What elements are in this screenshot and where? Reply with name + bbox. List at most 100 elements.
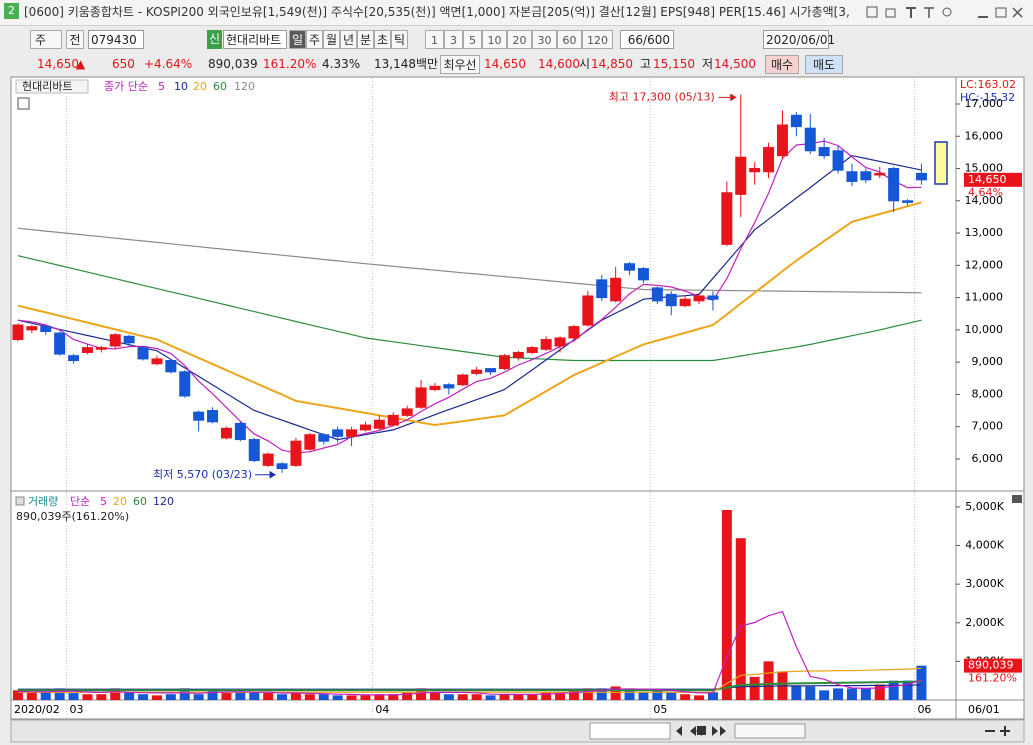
interval-button[interactable]: 20 (507, 30, 532, 49)
candle-body (485, 368, 497, 373)
candle-body (749, 168, 761, 173)
window-buttons[interactable] (866, 5, 1026, 21)
icon[interactable] (924, 7, 934, 18)
legend-entry: 10 (174, 80, 188, 93)
code-input[interactable]: 079430 (88, 30, 144, 49)
open: 14,850 (591, 57, 633, 71)
y-tick-label: 9,000 (972, 355, 1004, 368)
volume-bar (568, 690, 579, 700)
scope-select[interactable]: 전 (66, 30, 84, 49)
scroll-back[interactable] (676, 726, 702, 736)
sell-button[interactable]: 매도 (805, 55, 843, 74)
interval-button[interactable]: 30 (532, 30, 557, 49)
candle-body (387, 414, 399, 426)
maximize[interactable] (995, 7, 1007, 18)
candle-body (443, 384, 455, 389)
candle-body (554, 337, 566, 347)
icon[interactable] (906, 7, 916, 18)
legend-entry: 20 (113, 495, 127, 508)
candle-body (401, 408, 413, 416)
volume-bar (96, 694, 107, 700)
scrollbar[interactable] (10, 719, 1025, 743)
volume-bar (860, 688, 871, 700)
interval-button[interactable]: 120 (582, 30, 613, 49)
grid-icon[interactable] (17, 97, 30, 110)
ma-line (17, 255, 922, 362)
interval-button[interactable]: 60 (557, 30, 582, 49)
interval-button[interactable]: 5 (463, 30, 482, 49)
pane-icon[interactable] (1012, 495, 1022, 503)
period-button[interactable]: 틱 (391, 30, 408, 49)
candle-body (637, 268, 649, 281)
y-tick-label: 11,000 (965, 291, 1004, 304)
candle-body (415, 387, 427, 408)
buy-button[interactable]: 매수 (765, 55, 799, 74)
volume-bar (151, 695, 162, 700)
volume-bar (652, 690, 663, 700)
volume-bar (694, 695, 705, 700)
volume-bar (749, 676, 760, 700)
legend-entry: 20 (193, 80, 207, 93)
candle-body (804, 127, 816, 152)
stop[interactable] (697, 726, 706, 735)
period-button[interactable]: 년 (340, 30, 357, 49)
candle-body (846, 171, 858, 182)
volume-bar (499, 694, 510, 700)
interval-button[interactable]: 10 (482, 30, 507, 49)
scroll-forward[interactable] (712, 726, 726, 736)
candle-body (290, 440, 302, 466)
volume-bar (582, 688, 593, 700)
best-label: 최우선 (440, 55, 480, 74)
stock-name[interactable]: 현대리바트 (223, 30, 287, 49)
period-button[interactable]: 월 (323, 30, 340, 49)
last-volume-ratio: 161.20% (968, 672, 1017, 685)
icon[interactable] (942, 7, 952, 17)
zoom-buttons[interactable] (985, 726, 1010, 736)
volume-bar (443, 694, 454, 700)
date-field[interactable]: 2020/06/01 (763, 30, 835, 49)
volume-bar (805, 686, 816, 700)
period-button[interactable]: 초 (374, 30, 391, 49)
candle-body (318, 434, 330, 442)
candle-body (137, 347, 149, 360)
candle-body (373, 419, 385, 429)
volume-bar (207, 690, 218, 700)
ask: 14,650 (484, 57, 526, 71)
candle-body (262, 453, 274, 466)
volume-bar (763, 661, 774, 700)
candle-body (832, 150, 844, 171)
legend-entry: 60 (213, 80, 227, 93)
close[interactable] (1012, 7, 1023, 18)
volume-bar (596, 688, 607, 700)
volume-bar (846, 688, 857, 700)
candle-body (721, 192, 733, 245)
y-tick-label: 4,000K (965, 539, 1004, 552)
candle-body (902, 200, 914, 203)
interval-button[interactable]: 3 (444, 30, 463, 49)
volume-bar (541, 692, 552, 700)
chart-frame (10, 76, 1025, 720)
candle-body (429, 385, 441, 391)
market-select[interactable]: 주 (30, 30, 62, 49)
candle-body (582, 295, 594, 326)
scroll-field[interactable] (589, 722, 671, 740)
period-button[interactable]: 주 (306, 30, 323, 49)
volume-bar (819, 690, 830, 700)
title-bar: 2 [0600] 키움종합차트 - KOSPI200 외국인보유[1,549(천… (0, 0, 1033, 26)
candle-body (763, 147, 775, 173)
volume-bar (916, 665, 927, 700)
cursor-date: 06/01 (968, 703, 1000, 716)
annotation: 최저 5,570 (03/23) (153, 468, 252, 481)
count-field[interactable]: 66/600 (620, 30, 674, 49)
icon[interactable] (866, 6, 878, 18)
last-volume-label: 890,039 (968, 659, 1014, 672)
period-button[interactable]: 분 (357, 30, 374, 49)
ma-line (17, 154, 922, 441)
period-button[interactable]: 일 (289, 30, 306, 49)
interval-button[interactable]: 1 (425, 30, 444, 49)
icon[interactable] (885, 8, 896, 18)
zoom-slider[interactable] (734, 723, 806, 739)
